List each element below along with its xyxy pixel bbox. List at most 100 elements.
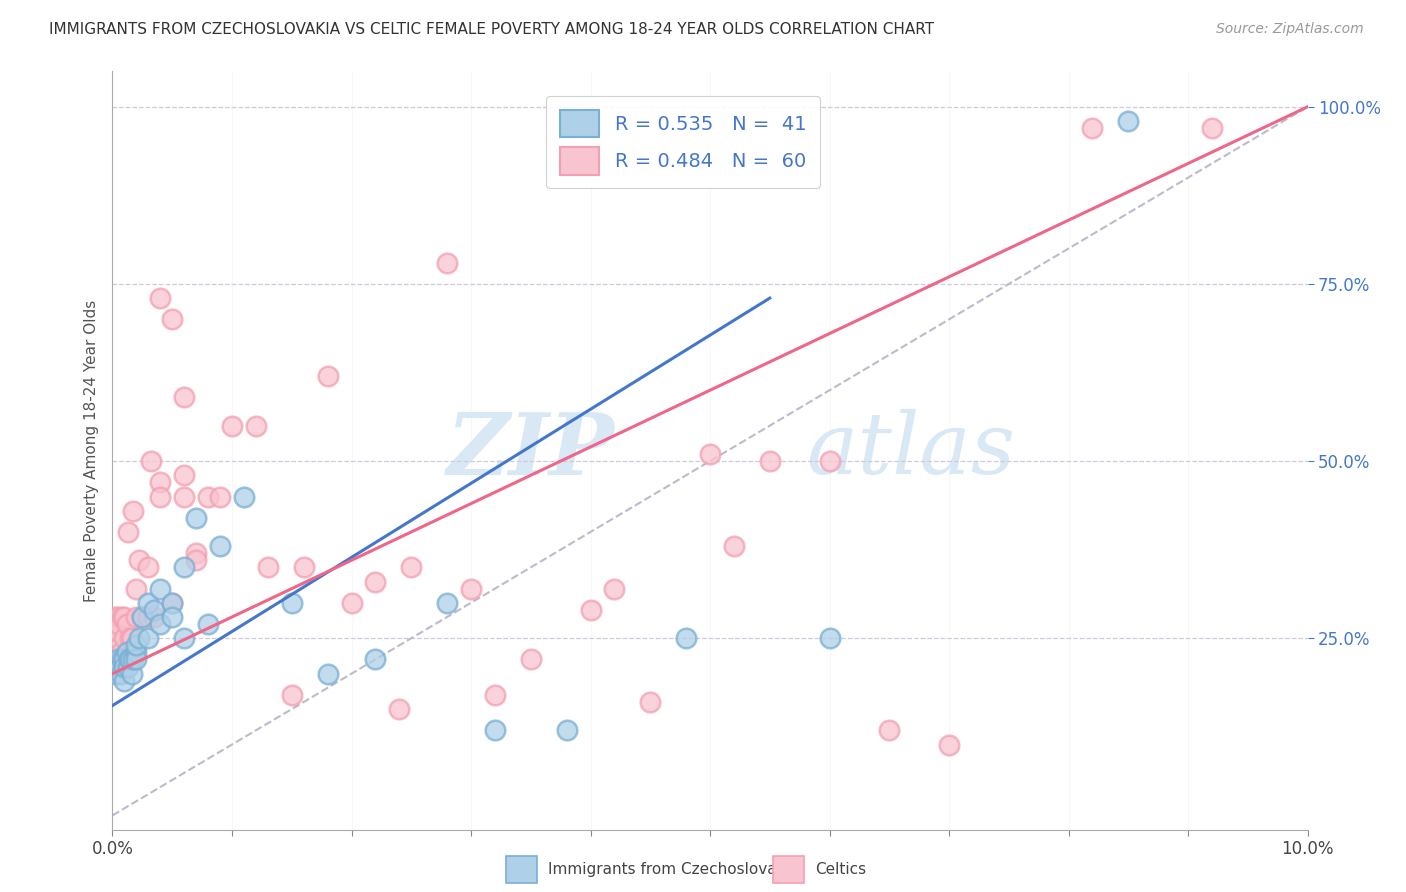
Point	[128, 553, 150, 567]
Point	[114, 673, 135, 688]
Point	[173, 632, 195, 646]
Point	[143, 610, 166, 624]
Point	[118, 652, 141, 666]
Point	[107, 617, 129, 632]
Point	[121, 652, 143, 666]
Point	[104, 610, 127, 624]
Point	[138, 632, 160, 646]
Point	[460, 582, 482, 596]
Point	[120, 652, 142, 666]
Point	[938, 738, 960, 752]
Point	[114, 652, 135, 666]
Point	[209, 539, 232, 553]
Point	[138, 560, 160, 574]
Point	[105, 624, 128, 639]
Point	[107, 610, 129, 624]
Point	[197, 617, 219, 632]
Point	[221, 418, 243, 433]
Point	[257, 560, 280, 574]
Point	[555, 723, 578, 738]
Point	[111, 652, 134, 666]
Point	[105, 666, 128, 681]
Point	[818, 454, 841, 468]
Point	[484, 688, 506, 702]
Point	[108, 659, 131, 673]
Point	[233, 490, 256, 504]
Point	[117, 524, 139, 539]
Point	[186, 546, 208, 560]
Point	[197, 490, 219, 504]
Point	[117, 659, 139, 673]
Point	[115, 645, 138, 659]
Point	[603, 582, 626, 596]
Point	[138, 610, 160, 624]
Legend: R = 0.535   N =  41, R = 0.484   N =  60: R = 0.535 N = 41, R = 0.484 N = 60	[547, 96, 820, 188]
Point	[149, 291, 172, 305]
Point	[139, 454, 162, 468]
Point	[699, 447, 721, 461]
Point	[114, 659, 135, 673]
Point	[640, 695, 662, 709]
Point	[162, 596, 183, 610]
Point	[149, 617, 172, 632]
Point	[131, 610, 153, 624]
Point	[281, 596, 304, 610]
Point	[520, 652, 543, 666]
Text: ZIP: ZIP	[447, 409, 614, 492]
Point	[143, 603, 166, 617]
Point	[121, 504, 143, 518]
Point	[162, 312, 183, 326]
Point	[111, 610, 134, 624]
Point	[110, 645, 132, 659]
Point	[125, 582, 148, 596]
Point	[675, 632, 697, 646]
Text: atlas: atlas	[806, 409, 1015, 491]
Point	[115, 617, 138, 632]
Point	[125, 610, 148, 624]
Point	[114, 632, 135, 646]
Point	[121, 632, 143, 646]
Point	[110, 666, 132, 681]
Point	[128, 632, 150, 646]
Point	[1201, 121, 1223, 136]
Point	[186, 510, 208, 524]
Point	[401, 560, 423, 574]
Point	[125, 638, 148, 652]
Point	[340, 596, 363, 610]
Point	[149, 475, 172, 490]
Point	[292, 560, 315, 574]
Point	[114, 610, 135, 624]
Point	[316, 666, 339, 681]
Text: Celtics: Celtics	[815, 863, 866, 877]
Point	[879, 723, 901, 738]
Point	[173, 390, 195, 404]
Point	[173, 560, 195, 574]
Point	[105, 632, 128, 646]
Point	[316, 369, 339, 384]
Point	[1081, 121, 1104, 136]
Point	[364, 574, 387, 589]
Text: IMMIGRANTS FROM CZECHOSLOVAKIA VS CELTIC FEMALE POVERTY AMONG 18-24 YEAR OLDS CO: IMMIGRANTS FROM CZECHOSLOVAKIA VS CELTIC…	[49, 22, 935, 37]
Point	[131, 610, 153, 624]
Point	[173, 490, 195, 504]
Point	[121, 666, 143, 681]
Point	[436, 596, 458, 610]
Point	[579, 603, 602, 617]
Point	[759, 454, 782, 468]
Point	[173, 468, 195, 483]
Point	[186, 553, 208, 567]
Text: Source: ZipAtlas.com: Source: ZipAtlas.com	[1216, 22, 1364, 37]
Point	[1118, 114, 1140, 128]
Point	[108, 652, 131, 666]
Point	[209, 490, 232, 504]
Point	[138, 596, 160, 610]
Point	[149, 582, 172, 596]
Point	[120, 632, 142, 646]
Point	[245, 418, 267, 433]
Point	[162, 596, 183, 610]
Point	[388, 702, 411, 716]
Point	[723, 539, 745, 553]
Point	[125, 652, 148, 666]
Point	[149, 490, 172, 504]
Point	[818, 632, 841, 646]
